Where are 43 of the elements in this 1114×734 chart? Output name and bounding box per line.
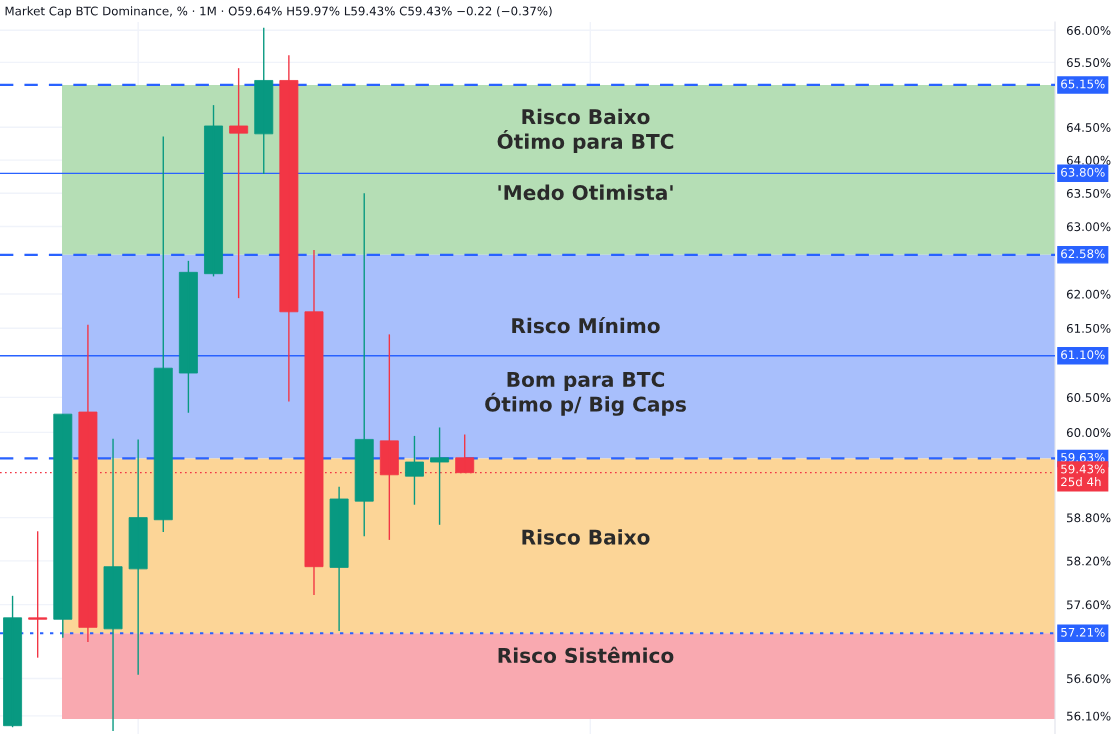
ref-line-label: 59.63% (1061, 452, 1105, 462)
ref-line-label: 59.43% 25d 4h (1061, 464, 1105, 487)
y-tick-label: 58.20% (1067, 556, 1111, 566)
annotation: 'Medo Otimista' (498, 184, 673, 201)
candlestick (354, 192, 374, 538)
ref-line-label: 62.58% (1061, 249, 1105, 259)
ref-line-label: 65.15% (1061, 79, 1105, 89)
candlestick (28, 530, 48, 659)
y-tick-label: 58.80% (1067, 513, 1111, 523)
y-tick-label: 65.50% (1066, 58, 1111, 68)
candlestick (430, 426, 450, 526)
band-label: Risco Sistêmico (498, 646, 674, 664)
candlestick (103, 438, 123, 732)
y-tick-label: 62.00% (1066, 289, 1111, 299)
annotation: Bom para BTC Ótimo p/ Big Caps (485, 371, 686, 416)
ref-line-label: 61.10% (1061, 350, 1105, 360)
y-tick-label: 64.00% (1066, 155, 1111, 165)
y-tick-label: 61.50% (1066, 323, 1111, 333)
y-tick-label: 56.10% (1067, 711, 1111, 721)
y-tick-label: 63.50% (1066, 188, 1111, 198)
y-tick-label: 57.60% (1067, 600, 1111, 610)
candlestick (229, 67, 249, 299)
ref-line-label: 63.80% (1061, 167, 1105, 177)
candlestick (279, 54, 299, 403)
chart-title: Market Cap BTC Dominance, % · 1M · O59.64% H59.97% L59.43% C59.43% −0.22 (−0.37%) (5, 6, 552, 18)
band-label: Risco Baixo Ótimo para BTC (497, 108, 674, 153)
y-tick-label: 63.00% (1066, 222, 1111, 232)
candlestick (153, 135, 173, 533)
y-tick-label: 66.00% (1066, 26, 1111, 35)
candlestick (204, 104, 223, 278)
candlestick (178, 260, 198, 414)
candlestick (53, 413, 73, 639)
candlestick (405, 435, 424, 506)
y-tick-label: 60.50% (1066, 393, 1111, 403)
candlestick (254, 27, 274, 175)
band-label: Risco Mínimo (512, 316, 660, 334)
y-tick-label: 64.50% (1066, 123, 1111, 132)
band-label: Risco Baixo (522, 529, 650, 545)
ref-line-label: 57.21% (1061, 627, 1105, 637)
candlestick (329, 486, 349, 632)
candlestick (3, 595, 23, 728)
y-tick-label: 60.00% (1066, 428, 1111, 438)
y-tick-label: 56.60% (1067, 674, 1111, 684)
